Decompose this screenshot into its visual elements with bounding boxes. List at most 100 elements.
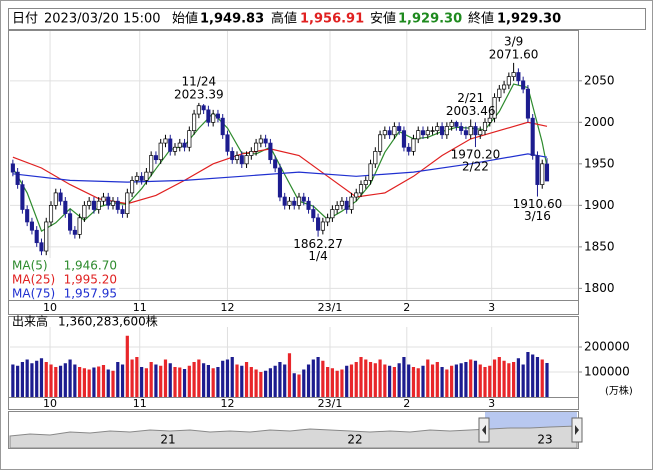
candle-body [301, 196, 306, 202]
candle-body [521, 80, 526, 90]
volume-bar [154, 364, 158, 397]
annotation-date: 1/4 [308, 249, 327, 263]
candle-body [544, 163, 550, 182]
candle-body [468, 126, 473, 136]
volume-bar [168, 363, 172, 397]
volume-bar [306, 364, 311, 397]
candle-body [196, 105, 201, 115]
volume-bar [526, 352, 530, 397]
x-tick-label: 10 [43, 397, 57, 410]
candle-body [77, 217, 82, 235]
candle-body [282, 196, 287, 206]
close-label: 終値 [468, 11, 494, 27]
candle-body [406, 146, 411, 152]
candle-body [206, 109, 211, 123]
volume-bar [144, 368, 148, 397]
candle-body [234, 155, 240, 161]
volume-bar [321, 360, 325, 397]
volume-bar [225, 359, 230, 397]
volume-bar [130, 359, 134, 397]
volume-title: 出来高 [12, 314, 48, 329]
candle-body [29, 221, 34, 231]
volume-bar [512, 362, 516, 397]
x-tick-label: 10 [43, 301, 57, 314]
candle-body [158, 142, 163, 161]
volume-bar [49, 364, 53, 397]
candle-body [349, 196, 354, 210]
volume-bar [368, 362, 373, 397]
legend-value: 1,946.70 [64, 259, 117, 273]
volume-bar [101, 365, 106, 397]
volume-bar [421, 365, 425, 397]
candle-body [187, 130, 192, 148]
candle-body [268, 142, 273, 161]
volume-x-axis [8, 397, 579, 410]
volume-bar [273, 365, 277, 397]
candle-body [110, 200, 116, 206]
candle-body [339, 200, 344, 206]
volume-bar [197, 359, 201, 397]
candle-body [177, 142, 182, 148]
candle-body [101, 196, 106, 202]
volume-bar [244, 362, 249, 397]
legend-box [9, 258, 119, 300]
candle-body [530, 117, 535, 156]
volume-bar [531, 354, 535, 397]
volume-bar [402, 357, 406, 397]
volume-bar [25, 359, 29, 397]
candle-body [153, 155, 158, 161]
volume-bar [106, 369, 110, 397]
volume-bar [426, 359, 430, 397]
volume-bar [230, 357, 234, 397]
candle-body [201, 105, 206, 111]
x-tick-label: 3 [488, 301, 495, 314]
candle-body [149, 155, 154, 173]
volume-bar [364, 359, 368, 397]
volume-bar [516, 358, 520, 397]
volume-bar [92, 367, 96, 397]
volume-bar [125, 335, 129, 397]
candle-body [354, 192, 359, 198]
annotation-date: 3/16 [524, 209, 551, 223]
volume-bar [20, 362, 24, 397]
candle-body [478, 130, 483, 136]
high-label: 高値 [271, 11, 297, 27]
volume-bar [211, 368, 215, 397]
volume-bar [473, 360, 478, 397]
candle-body [72, 229, 77, 235]
candle-body [525, 88, 530, 119]
y-tick-label: 1950 [584, 156, 615, 170]
volume-bar [58, 365, 63, 397]
volume-bar [454, 364, 458, 397]
volume-bar [297, 374, 301, 397]
volume-bar [326, 367, 330, 397]
volume-bar [73, 364, 77, 397]
volume-bar [488, 365, 492, 397]
volume-bar [159, 365, 163, 397]
volume-bar [492, 359, 497, 397]
x-tick-label: 3 [488, 397, 495, 410]
annotation-date: 11/24 [182, 74, 217, 88]
candle-body [449, 121, 454, 127]
candle-body [258, 138, 263, 144]
candle-body [320, 221, 325, 231]
navigator[interactable]: 21 22 23 [8, 411, 583, 449]
handle-arrow [482, 425, 486, 435]
candle-body [430, 130, 435, 132]
x-tick-label: 11 [133, 397, 147, 410]
navigator-label: 23 [537, 433, 552, 447]
volume-bar [378, 359, 382, 397]
candle-body [506, 76, 511, 86]
volume-bar [63, 363, 67, 397]
candle-body [91, 200, 96, 210]
candle-body [411, 138, 416, 152]
volume-bar [311, 359, 315, 397]
volume-bar [340, 369, 344, 397]
candle-body [134, 175, 139, 181]
candle-body [277, 167, 282, 198]
volume-bar [216, 367, 220, 397]
volume-bar [116, 362, 120, 397]
candle-body [106, 196, 111, 206]
